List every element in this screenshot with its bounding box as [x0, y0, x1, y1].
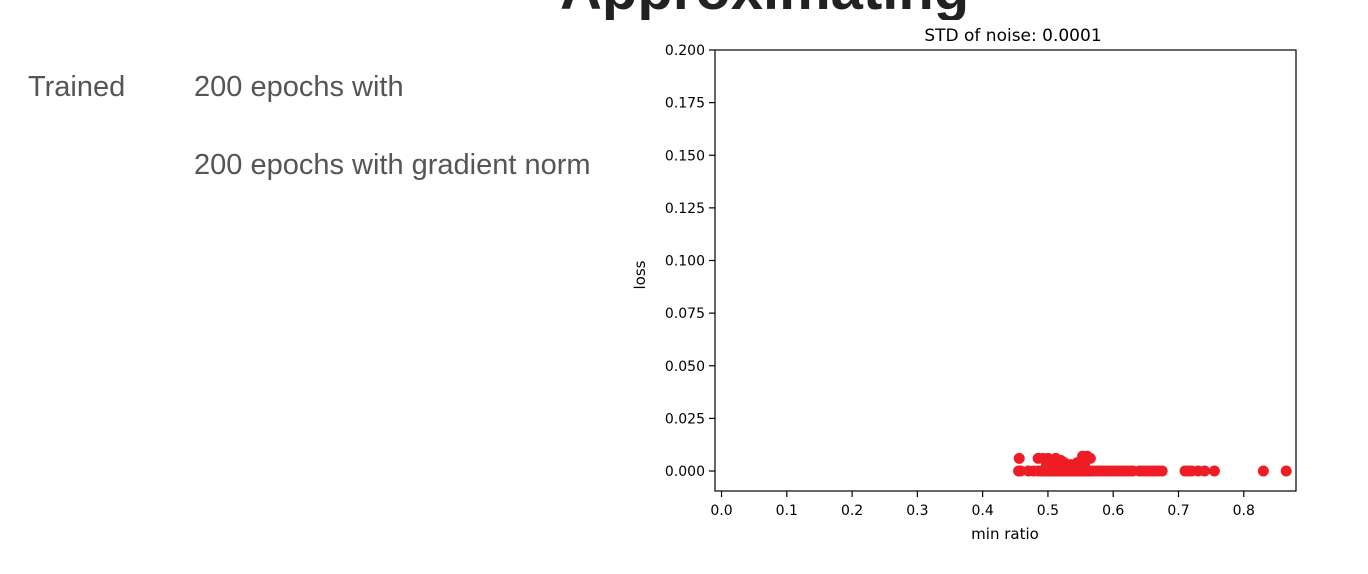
x-tick-label: 0.6: [1102, 503, 1124, 519]
y-tick-label: 0.100: [665, 254, 705, 270]
x-axis-label: min ratio: [971, 525, 1039, 543]
data-point: [1078, 459, 1090, 471]
data-point: [1052, 457, 1064, 469]
slide-heading: Approximating: [560, 0, 969, 20]
data-point: [1208, 465, 1220, 477]
y-tick-label: 0.200: [665, 43, 705, 59]
epochs-line-2: 200 epochs with gradient norm: [194, 149, 591, 181]
y-axis-ticks: 0.000 0.025 0.050 0.075 0.100 0.125 0.150 0.175…: [665, 43, 715, 480]
y-tick-label: 0.025: [665, 411, 705, 427]
y-tick-label: 0.000: [665, 464, 705, 480]
data-point: [1280, 465, 1292, 477]
y-tick-label: 0.050: [665, 359, 705, 375]
y-tick-label: 0.150: [665, 148, 705, 164]
x-tick-label: 0.7: [1167, 503, 1189, 519]
data-point: [1015, 465, 1027, 477]
data-point: [1257, 465, 1269, 477]
x-tick-label: 0.5: [1037, 503, 1059, 519]
slide-heading-clip: Approximating: [0, 0, 1368, 20]
plot-frame: [714, 49, 1297, 492]
chart-title: STD of noise: 0.0001: [924, 26, 1101, 46]
data-point: [1041, 459, 1053, 471]
trained-label: Trained: [28, 71, 126, 103]
x-tick-label: 0.8: [1233, 503, 1255, 519]
data-point: [1013, 452, 1025, 464]
data-point: [1199, 465, 1211, 477]
x-tick-label: 0.2: [841, 503, 863, 519]
data-points: [1013, 450, 1292, 477]
x-axis-ticks: 0.0 0.1 0.2 0.3 0.4 0.5 0.6 0.7 0.8: [710, 491, 1255, 519]
y-tick-label: 0.075: [665, 306, 705, 322]
x-tick-label: 0.3: [906, 503, 928, 519]
x-tick-label: 0.1: [776, 503, 798, 519]
data-point: [1068, 461, 1080, 473]
y-tick-label: 0.175: [665, 96, 705, 112]
data-point: [1156, 465, 1168, 477]
x-tick-label: 0.4: [972, 503, 994, 519]
y-tick-label: 0.125: [665, 201, 705, 217]
epochs-line-1: 200 epochs with: [194, 71, 404, 103]
x-tick-label: 0.0: [710, 503, 732, 519]
scatter-chart: STD of noise: 0.0001 0.0 0.1 0.2 0.3 0.4 0.5 0…: [631, 26, 1297, 543]
y-axis-label: loss: [631, 260, 649, 289]
